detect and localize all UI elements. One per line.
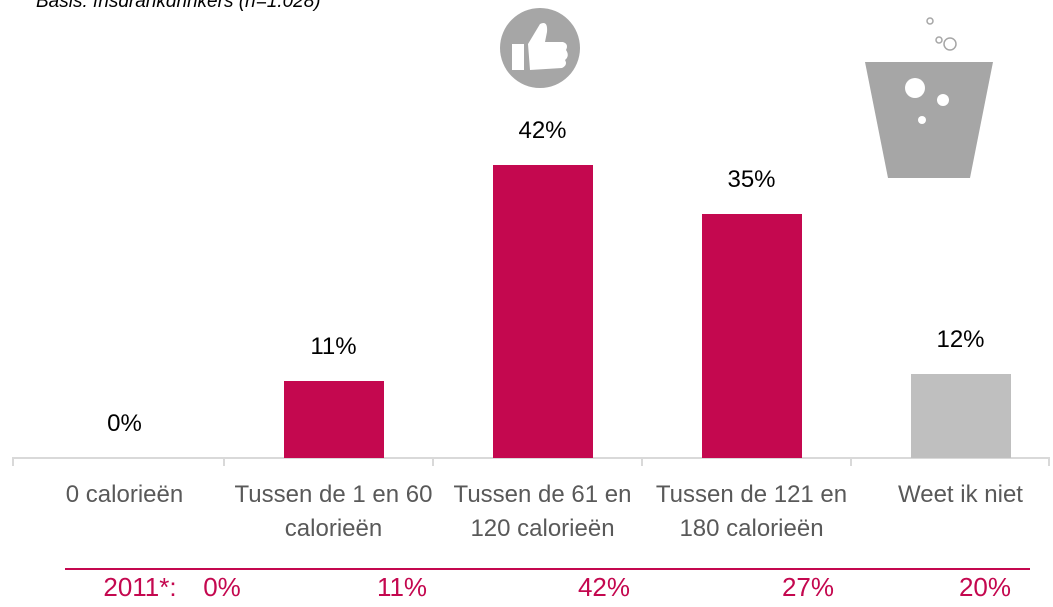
x-tick-label: 0 calorieën [65, 481, 184, 508]
bar [492, 164, 593, 458]
x-tick-label: Tussen de 121 en 180 calorieën [655, 481, 848, 542]
bar [701, 213, 802, 458]
value-label: 12% [936, 326, 985, 354]
value-label: 11% [310, 333, 357, 361]
thumbs-up-icon [500, 8, 580, 88]
comparison-value: 11% [376, 572, 428, 602]
x-tick-label: Tussen de 1 en 60 calorieën [234, 481, 433, 542]
comparison-value: 42% [577, 572, 631, 602]
glass-icon [865, 17, 993, 178]
comparison-label: 2011*: [103, 572, 177, 602]
axis-ticks [12, 458, 1050, 466]
x-tick-label: Weet ik niet [898, 481, 1023, 508]
value-label: 35% [727, 165, 776, 193]
bar [910, 374, 1011, 458]
comparison-value: 20% [958, 572, 1012, 602]
x-tick-label: Tussen de 61 en 120 calorieën [453, 481, 632, 542]
bar [283, 381, 384, 458]
comparison-value: 0% [203, 572, 241, 602]
value-label: 0% [107, 410, 142, 437]
comparison-value: 27% [781, 572, 835, 602]
value-label: 42% [518, 116, 567, 144]
subtitle: Basis: frisdrankdrinkers (n=1.028) [36, 0, 321, 12]
